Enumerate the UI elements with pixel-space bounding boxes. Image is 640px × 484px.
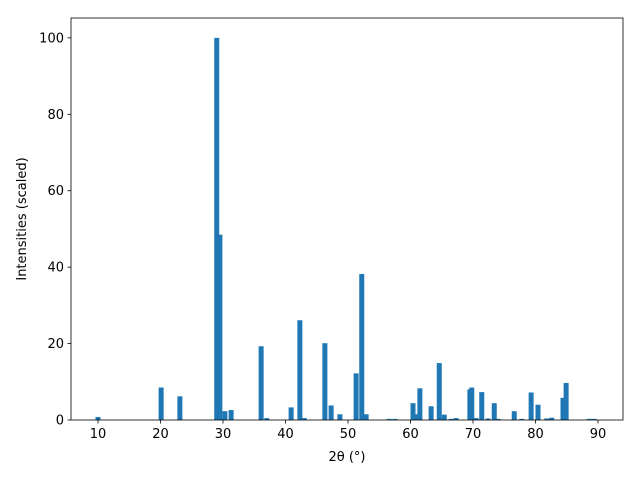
bar xyxy=(410,403,416,420)
x-tick-label: 10 xyxy=(90,427,107,442)
y-axis-label: Intensities (scaled) xyxy=(15,157,30,280)
bar xyxy=(560,397,566,420)
bar xyxy=(264,418,270,420)
bar xyxy=(363,414,369,420)
bar xyxy=(519,418,525,420)
bar xyxy=(353,373,359,420)
bar xyxy=(386,418,392,420)
bar xyxy=(485,418,491,420)
y-tick-label: 80 xyxy=(47,108,64,123)
bar xyxy=(413,414,419,420)
x-tick-label: 50 xyxy=(340,427,357,442)
bar xyxy=(417,388,423,420)
y-tick-label: 20 xyxy=(47,337,64,352)
bar xyxy=(495,418,501,420)
bar xyxy=(479,392,485,420)
bar xyxy=(535,404,541,420)
bar xyxy=(428,406,434,420)
bar xyxy=(392,418,398,420)
bar xyxy=(297,320,303,420)
bar xyxy=(222,411,228,420)
bar xyxy=(469,387,475,420)
x-tick-label: 90 xyxy=(590,427,607,442)
bar xyxy=(528,392,534,420)
x-tick-label: 80 xyxy=(527,427,544,442)
bar xyxy=(491,403,497,420)
bar xyxy=(301,418,307,420)
bar xyxy=(441,414,447,420)
bar xyxy=(217,234,223,420)
bar xyxy=(436,363,442,420)
bar xyxy=(591,418,597,420)
bar xyxy=(359,274,365,420)
bar xyxy=(258,346,264,420)
bar xyxy=(586,418,592,420)
bar xyxy=(544,418,550,420)
y-tick-label: 0 xyxy=(56,414,64,429)
bar xyxy=(214,37,220,420)
bar xyxy=(563,382,569,420)
x-tick-label: 30 xyxy=(215,427,232,442)
x-tick-label: 40 xyxy=(277,427,294,442)
x-axis-label: 2θ (°) xyxy=(328,450,365,465)
x-tick-label: 60 xyxy=(402,427,419,442)
bar xyxy=(448,418,454,420)
bar xyxy=(337,414,343,420)
bar xyxy=(473,418,479,420)
bar xyxy=(228,410,234,420)
y-tick-label: 60 xyxy=(47,184,64,199)
y-tick-label: 40 xyxy=(47,261,64,276)
bar xyxy=(322,343,328,420)
plot-frame xyxy=(70,17,624,421)
x-tick-label: 70 xyxy=(465,427,482,442)
bar xyxy=(511,411,517,420)
bar xyxy=(95,416,101,420)
bar xyxy=(288,407,294,420)
bar xyxy=(158,387,164,420)
y-tick-label: 100 xyxy=(39,31,64,46)
bar xyxy=(177,396,183,420)
bar xyxy=(328,405,334,420)
bar xyxy=(549,417,555,420)
bar xyxy=(453,418,459,420)
x-tick-label: 20 xyxy=(152,427,169,442)
